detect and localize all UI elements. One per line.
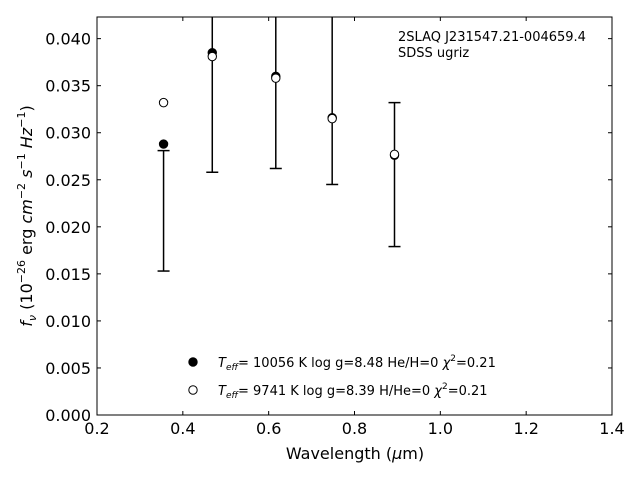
- survey-label: SDSS ugriz: [398, 46, 469, 61]
- x-tick-label: 0.2: [84, 419, 109, 438]
- x-tick-label: 1.0: [428, 419, 453, 438]
- y-tick-label: 0.040: [45, 30, 91, 49]
- x-tick-label: 1.2: [513, 419, 538, 438]
- legend-filled-marker: [188, 357, 198, 367]
- legend: Teff= 10056 K log g=8.48 He/H=0 χ2=0.21 T…: [188, 354, 496, 401]
- y-tick-label: 0.035: [45, 77, 91, 96]
- y-tick-label: 0.020: [45, 218, 91, 237]
- ticks: 0.2 0.4 0.6 0.8 1.0 1.2 1.4 0.000 0.005 0.010 0.01…: [45, 17, 625, 438]
- y-axis-title: fν (10−26 erg cm−2 s−1 Hz−1): [15, 105, 39, 326]
- x-axis-title: Wavelength (μm): [286, 444, 424, 463]
- open-model-point: [158, 97, 169, 108]
- legend-entry: Teff= 9741 K log g=8.39 H/He=0 χ2=0.21: [218, 382, 488, 401]
- legend-entry: Teff= 10056 K log g=8.48 He/H=0 χ2=0.21: [218, 354, 496, 373]
- data-points: [158, 48, 400, 161]
- error-bars: [157, 17, 401, 272]
- object-label: 2SLAQ J231547.21-004659.4: [398, 30, 586, 45]
- y-tick-label: 0.025: [45, 171, 91, 190]
- y-tick-label: 0.030: [45, 124, 91, 143]
- open-model-point: [207, 51, 217, 62]
- open-model-point: [389, 149, 400, 160]
- filled-model-point: [158, 139, 169, 149]
- y-tick-label: 0.015: [45, 265, 91, 284]
- x-tick-label: 0.6: [256, 419, 281, 438]
- open-model-point: [327, 113, 337, 124]
- x-tick-label: 0.4: [170, 419, 195, 438]
- x-tick-label: 0.8: [342, 419, 367, 438]
- x-tick-label: 1.4: [599, 419, 624, 438]
- y-tick-label: 0.005: [45, 359, 91, 378]
- open-model-point: [271, 73, 281, 83]
- y-tick-label: 0.000: [45, 406, 91, 425]
- legend-open-marker: [188, 385, 198, 395]
- y-tick-label: 0.010: [45, 312, 91, 331]
